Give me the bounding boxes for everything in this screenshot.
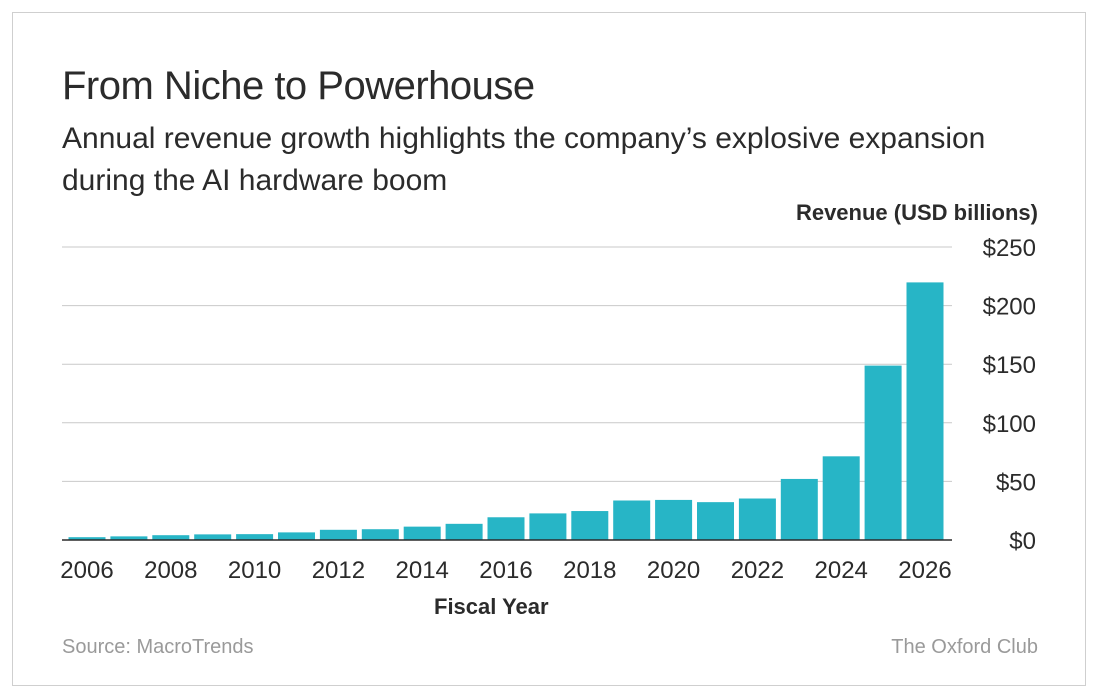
x-tick-label: 2008 bbox=[144, 557, 197, 584]
y-tick-label: $100 bbox=[983, 411, 1036, 438]
x-tick-label: 2006 bbox=[60, 557, 113, 584]
bar-2010 bbox=[236, 534, 274, 540]
x-tick-label: 2024 bbox=[815, 557, 868, 584]
bar-2015 bbox=[445, 523, 483, 540]
x-tick-label: 2016 bbox=[479, 557, 532, 584]
bar-2017 bbox=[529, 513, 567, 540]
bar-2020 bbox=[655, 499, 693, 540]
x-tick-label: 2026 bbox=[898, 557, 951, 584]
bar-2012 bbox=[319, 529, 357, 540]
y-tick-label: $200 bbox=[983, 294, 1036, 321]
bar-2021 bbox=[697, 502, 734, 540]
bar-2025 bbox=[864, 365, 902, 540]
x-axis-label: Fiscal Year bbox=[434, 594, 549, 619]
x-tick-label: 2020 bbox=[647, 557, 700, 584]
publisher-credit: The Oxford Club bbox=[891, 636, 1038, 658]
bar-2007 bbox=[110, 536, 148, 540]
bar-2016 bbox=[487, 517, 525, 540]
bar-2011 bbox=[278, 532, 315, 540]
x-tick-label: 2022 bbox=[731, 557, 784, 584]
y-tick-label: $250 bbox=[983, 235, 1036, 262]
y-axis-label: Revenue (USD billions) bbox=[795, 200, 1038, 225]
y-tick-label: $0 bbox=[1009, 528, 1036, 555]
y-tick-label: $50 bbox=[996, 469, 1036, 496]
bar-2009 bbox=[194, 534, 232, 540]
x-tick-label: 2014 bbox=[396, 557, 449, 584]
x-tick-label: 2012 bbox=[312, 557, 365, 584]
chart-subtitle: Annual revenue growth highlights the com… bbox=[62, 122, 986, 197]
bar-2014 bbox=[403, 526, 441, 540]
bar-2022 bbox=[738, 498, 776, 540]
bar-2024 bbox=[822, 456, 860, 540]
bar-2018 bbox=[571, 511, 609, 540]
bar-2013 bbox=[361, 529, 399, 540]
x-tick-label: 2010 bbox=[228, 557, 281, 584]
bar-2008 bbox=[152, 535, 190, 540]
y-tick-label: $150 bbox=[983, 352, 1036, 379]
bar-2019 bbox=[613, 500, 651, 540]
x-tick-label: 2018 bbox=[563, 557, 616, 584]
chart-title: From Niche to Powerhouse bbox=[62, 64, 535, 108]
bar-2006 bbox=[68, 537, 106, 540]
bar-2023 bbox=[780, 478, 818, 540]
bar-2026 bbox=[906, 282, 944, 540]
source-note: Source: MacroTrends bbox=[62, 636, 254, 658]
